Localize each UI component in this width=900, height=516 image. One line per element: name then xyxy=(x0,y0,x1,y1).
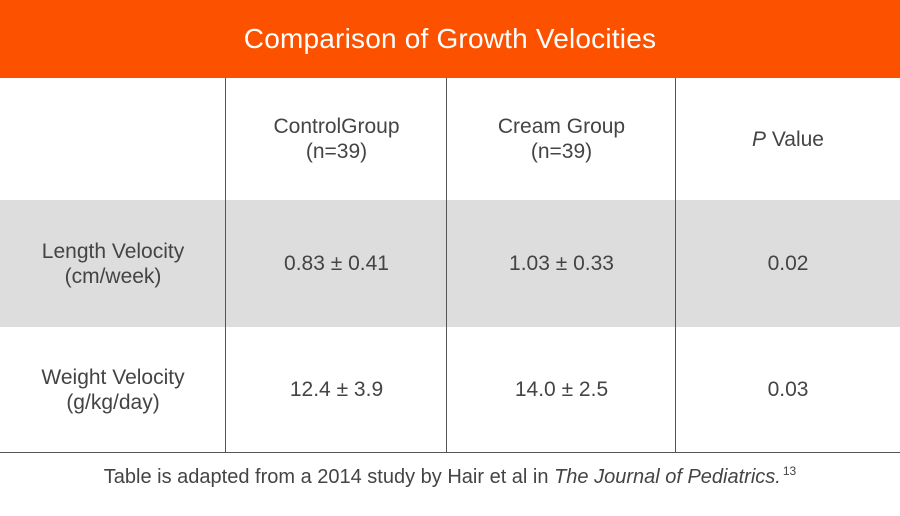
header-control-group: ControlGroup (n=39) xyxy=(273,115,400,163)
footnote-reference: 13 xyxy=(782,464,797,478)
header-p-rest: Value xyxy=(766,127,824,151)
table-title-bar: Comparison of Growth Velocities xyxy=(0,0,900,78)
column-divider xyxy=(446,78,447,452)
footnote-journal: The Journal of Pediatrics. xyxy=(554,466,781,488)
cell-weight-p: 0.03 xyxy=(767,378,809,401)
table-header-row: ControlGroup (n=39) Cream Group (n=39) P… xyxy=(0,78,900,200)
table-footnote: Table is adapted from a 2014 study by Ha… xyxy=(0,464,900,489)
cell-length-control: 0.83 ± 0.41 xyxy=(284,252,389,275)
header-p-value: P Value xyxy=(676,78,900,200)
header-empty-cell xyxy=(0,78,226,200)
row-label-weight-velocity: Weight Velocity (g/kg/day) xyxy=(41,365,185,414)
table-title: Comparison of Growth Velocities xyxy=(243,23,657,54)
table-row: Weight Velocity (g/kg/day) 12.4 ± 3.9 14… xyxy=(0,327,900,452)
column-divider xyxy=(675,78,676,452)
header-cream-group: Cream Group (n=39) xyxy=(497,115,626,163)
cell-length-p: 0.02 xyxy=(767,252,809,275)
column-divider xyxy=(225,78,226,452)
header-p-italic: P xyxy=(751,127,766,151)
table-row: Length Velocity (cm/week) 0.83 ± 0.41 1.… xyxy=(0,200,900,327)
row-label-length-velocity: Length Velocity (cm/week) xyxy=(41,239,185,288)
cell-weight-cream: 14.0 ± 2.5 xyxy=(514,378,609,401)
growth-velocity-table: ControlGroup (n=39) Cream Group (n=39) P… xyxy=(0,78,900,453)
footnote-prefix: Table is adapted from a 2014 study by Ha… xyxy=(103,466,555,488)
cell-weight-control: 12.4 ± 3.9 xyxy=(289,378,384,401)
cell-length-cream: 1.03 ± 0.33 xyxy=(509,252,614,275)
